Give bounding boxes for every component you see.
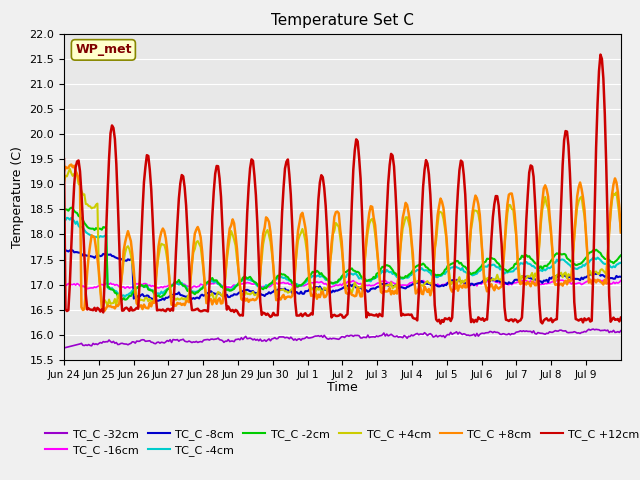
TC_C -16cm bbox=[348, 278, 356, 284]
TC_C +8cm bbox=[67, 162, 75, 168]
TC_C +12cm bbox=[617, 315, 625, 321]
TC_C -2cm bbox=[616, 254, 623, 260]
TC_C -4cm bbox=[617, 260, 625, 265]
TC_C +8cm bbox=[460, 282, 468, 288]
TC_C +4cm bbox=[66, 166, 74, 172]
TC_C -32cm bbox=[589, 326, 597, 332]
TC_C -2cm bbox=[81, 220, 88, 226]
Legend: TC_C -32cm, TC_C -16cm, TC_C -8cm, TC_C -4cm, TC_C -2cm, TC_C +4cm, TC_C +8cm, T: TC_C -32cm, TC_C -16cm, TC_C -8cm, TC_C … bbox=[41, 424, 640, 461]
TC_C +4cm bbox=[543, 202, 550, 207]
TC_C -16cm bbox=[98, 282, 106, 288]
TC_C -8cm bbox=[349, 282, 357, 288]
Line: TC_C +12cm: TC_C +12cm bbox=[64, 55, 621, 324]
TC_C -8cm bbox=[616, 274, 623, 279]
Line: TC_C +4cm: TC_C +4cm bbox=[64, 169, 621, 306]
TC_C -4cm bbox=[349, 272, 357, 277]
TC_C +12cm bbox=[436, 321, 444, 326]
TC_C -4cm bbox=[63, 215, 71, 221]
TC_C +12cm bbox=[458, 159, 466, 165]
Title: Temperature Set C: Temperature Set C bbox=[271, 13, 414, 28]
TC_C -2cm bbox=[617, 252, 625, 258]
TC_C -4cm bbox=[121, 294, 129, 300]
TC_C +12cm bbox=[596, 52, 604, 58]
TC_C -16cm bbox=[79, 283, 87, 288]
TC_C -4cm bbox=[81, 227, 88, 233]
TC_C +12cm bbox=[60, 156, 68, 162]
TC_C -2cm bbox=[118, 297, 126, 303]
Line: TC_C +8cm: TC_C +8cm bbox=[64, 165, 621, 311]
Text: WP_met: WP_met bbox=[75, 43, 132, 56]
TC_C -8cm bbox=[617, 274, 625, 280]
TC_C -32cm bbox=[540, 331, 548, 336]
TC_C +8cm bbox=[616, 205, 623, 211]
TC_C -32cm bbox=[97, 340, 104, 346]
X-axis label: Time: Time bbox=[327, 381, 358, 394]
TC_C -8cm bbox=[153, 298, 161, 303]
TC_C -16cm bbox=[452, 276, 460, 282]
TC_C -16cm bbox=[60, 284, 68, 289]
TC_C +8cm bbox=[101, 308, 109, 313]
TC_C -32cm bbox=[457, 331, 465, 336]
TC_C +4cm bbox=[460, 279, 468, 285]
Line: TC_C -32cm: TC_C -32cm bbox=[64, 329, 621, 348]
TC_C -32cm bbox=[346, 333, 354, 338]
TC_C -4cm bbox=[543, 266, 550, 272]
TC_C +8cm bbox=[81, 306, 88, 312]
TC_C -8cm bbox=[81, 252, 88, 258]
TC_C -2cm bbox=[67, 205, 75, 211]
TC_C -32cm bbox=[614, 329, 621, 335]
TC_C -2cm bbox=[460, 264, 468, 269]
Y-axis label: Temperature (C): Temperature (C) bbox=[11, 146, 24, 248]
TC_C +12cm bbox=[616, 319, 623, 324]
TC_C -4cm bbox=[460, 268, 468, 274]
TC_C -2cm bbox=[543, 264, 550, 269]
TC_C +8cm bbox=[617, 229, 625, 235]
TC_C -8cm bbox=[543, 277, 550, 283]
TC_C +8cm bbox=[349, 292, 357, 298]
TC_C +12cm bbox=[541, 316, 549, 322]
TC_C -2cm bbox=[60, 206, 68, 212]
TC_C -2cm bbox=[349, 268, 357, 274]
TC_C -4cm bbox=[60, 217, 68, 223]
TC_C -32cm bbox=[60, 345, 68, 351]
TC_C -8cm bbox=[60, 250, 68, 255]
TC_C -16cm bbox=[543, 281, 550, 287]
TC_C -16cm bbox=[617, 278, 625, 284]
TC_C -4cm bbox=[98, 234, 106, 240]
TC_C -16cm bbox=[616, 279, 623, 285]
TC_C -4cm bbox=[616, 260, 623, 266]
TC_C -2cm bbox=[98, 227, 106, 233]
Line: TC_C -4cm: TC_C -4cm bbox=[64, 218, 621, 297]
TC_C +4cm bbox=[98, 299, 106, 305]
Line: TC_C -2cm: TC_C -2cm bbox=[64, 208, 621, 300]
TC_C -8cm bbox=[98, 253, 106, 259]
TC_C +12cm bbox=[346, 240, 354, 245]
TC_C -16cm bbox=[83, 286, 91, 291]
Line: TC_C -16cm: TC_C -16cm bbox=[64, 279, 621, 288]
TC_C -8cm bbox=[460, 280, 468, 286]
TC_C +4cm bbox=[616, 213, 623, 218]
TC_C -8cm bbox=[67, 247, 75, 253]
TC_C +8cm bbox=[60, 168, 68, 174]
Line: TC_C -8cm: TC_C -8cm bbox=[64, 250, 621, 300]
TC_C +4cm bbox=[81, 192, 88, 197]
TC_C -32cm bbox=[79, 342, 87, 348]
TC_C -16cm bbox=[460, 280, 468, 286]
TC_C +4cm bbox=[134, 303, 142, 309]
TC_C +4cm bbox=[617, 228, 625, 234]
TC_C +4cm bbox=[349, 285, 357, 291]
TC_C +4cm bbox=[60, 180, 68, 185]
TC_C +8cm bbox=[543, 186, 550, 192]
TC_C +12cm bbox=[97, 309, 104, 314]
TC_C +12cm bbox=[79, 218, 87, 224]
TC_C +8cm bbox=[98, 305, 106, 311]
TC_C -32cm bbox=[617, 328, 625, 334]
